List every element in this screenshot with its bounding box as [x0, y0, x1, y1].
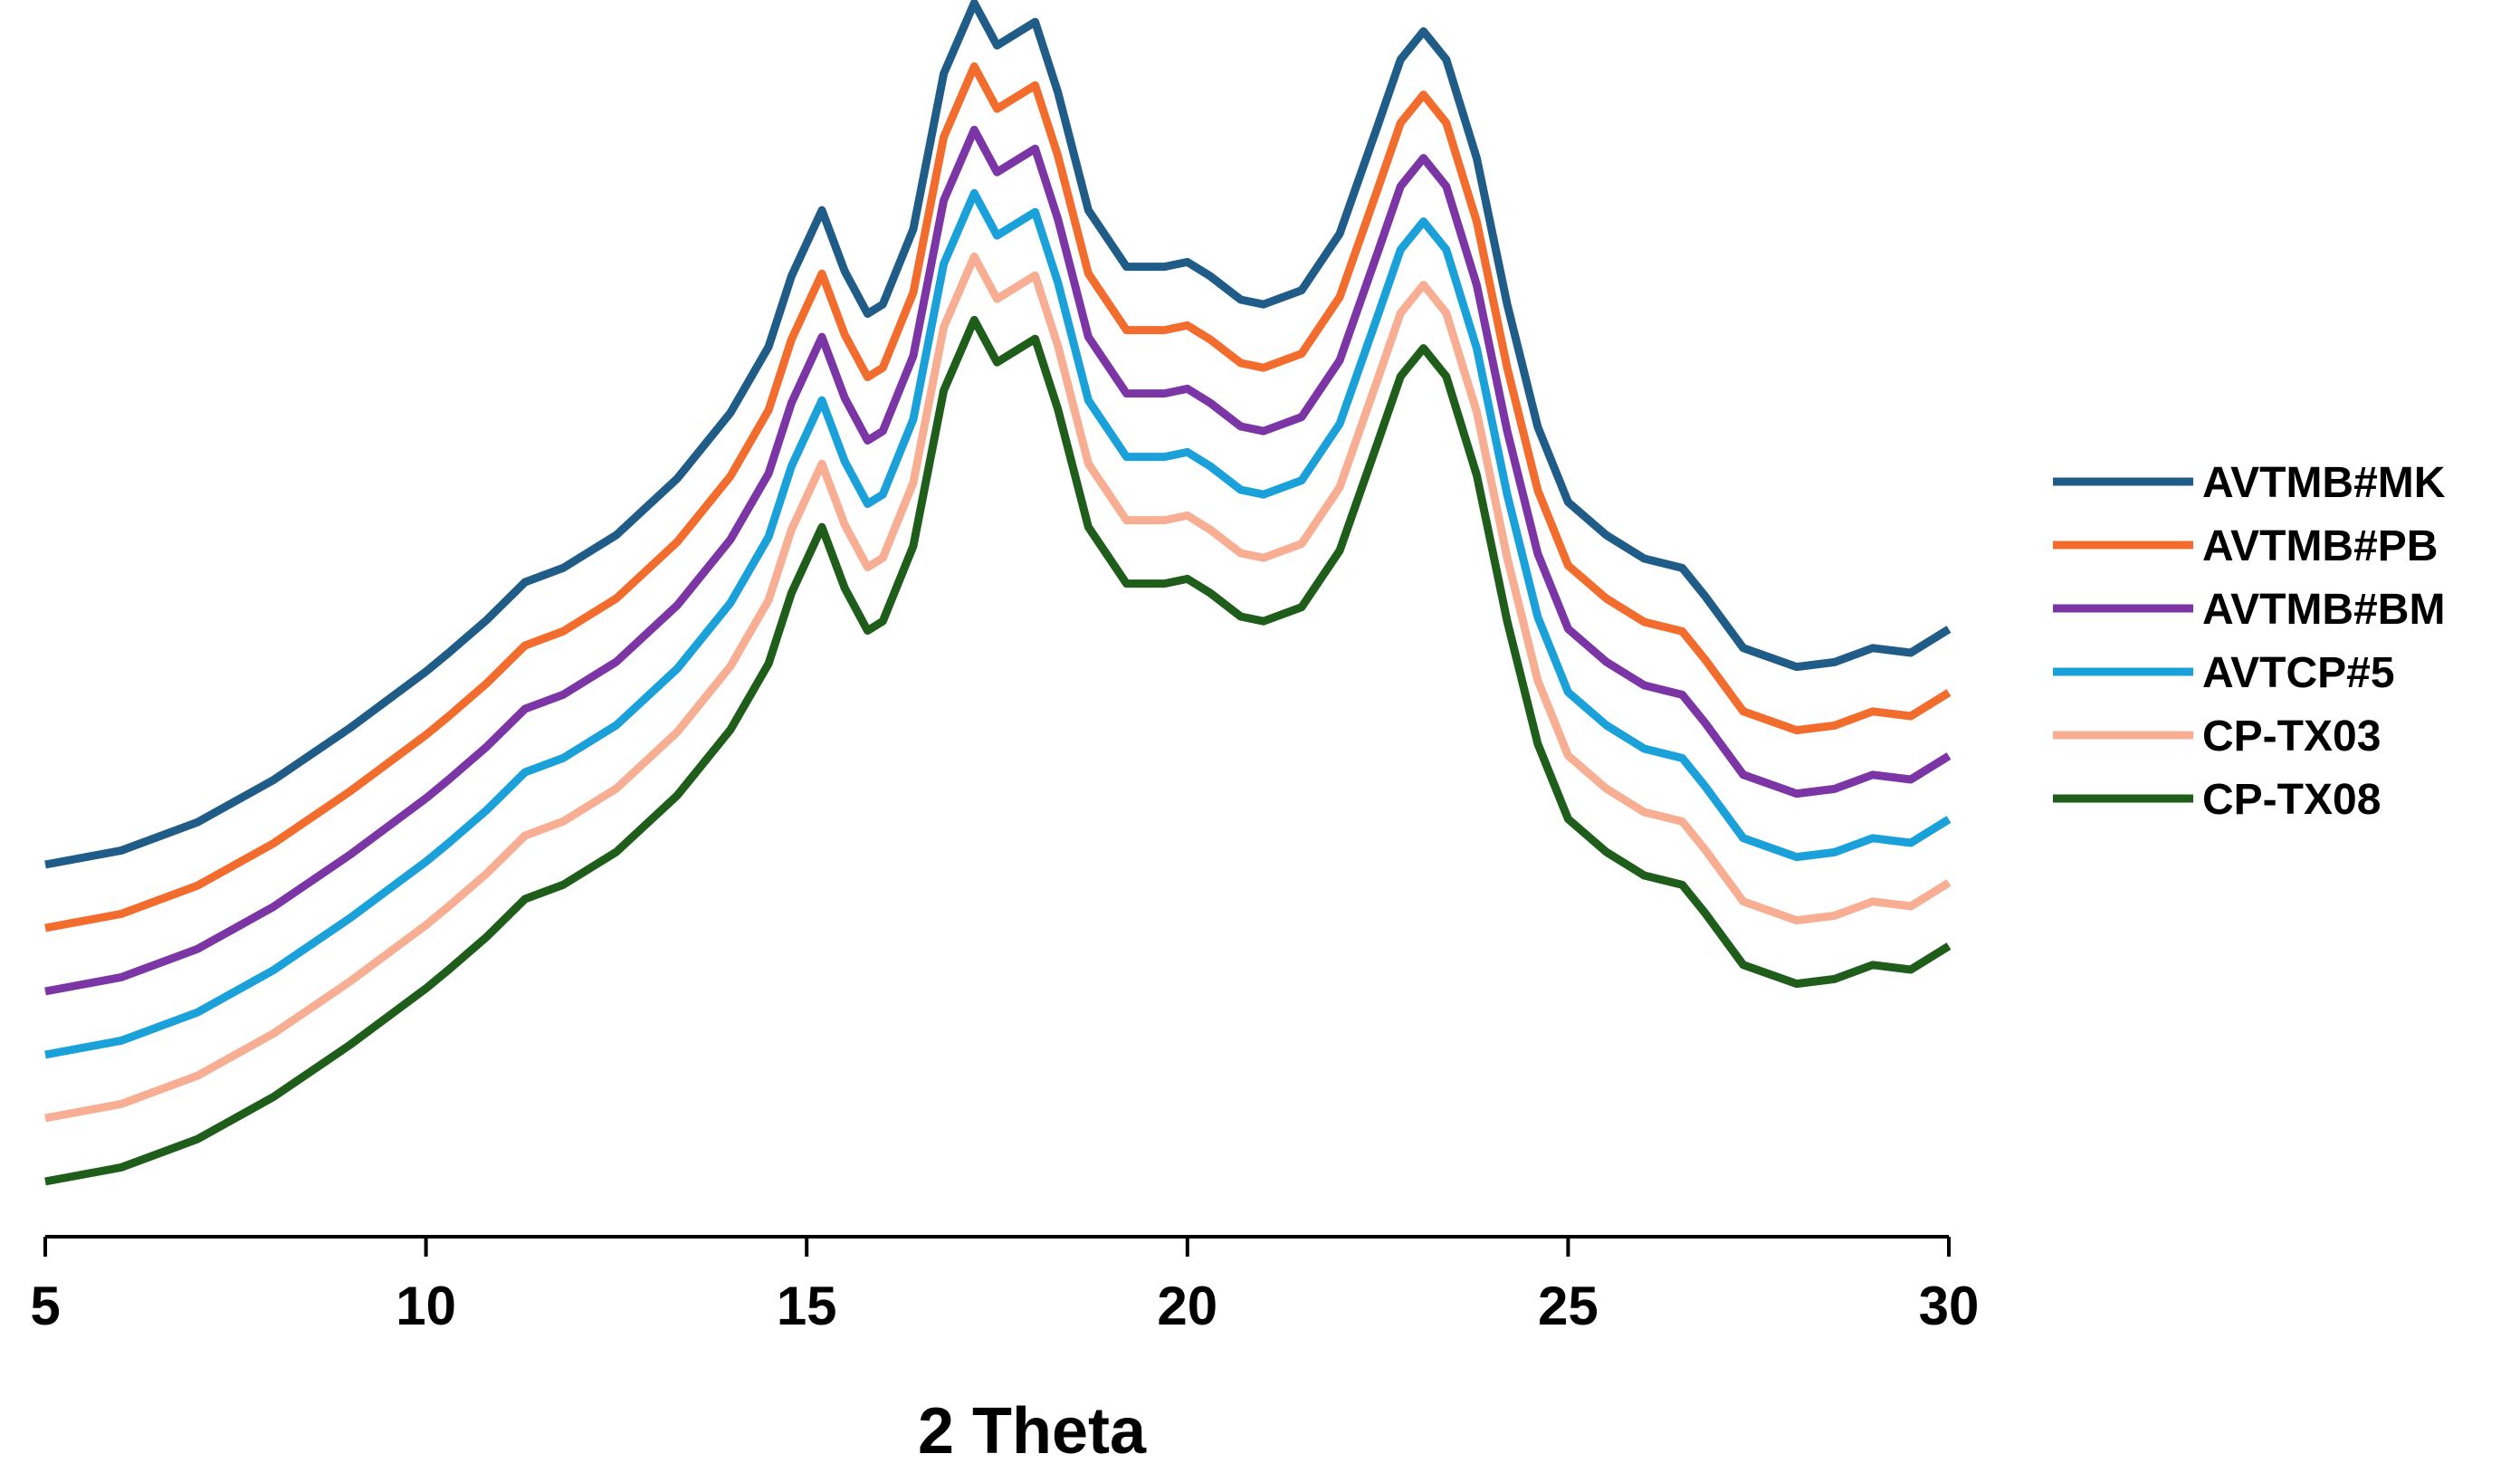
series-line-CP-TX08 [44, 315, 1952, 1186]
legend-label-CP-TX03: CP-TX03 [2202, 713, 2381, 760]
series-line-AVTCP#5 [44, 188, 1952, 1059]
legend-label-AVTCP#5: AVTCP#5 [2202, 649, 2395, 697]
legend-label-AVTMB#BM: AVTMB#BM [2202, 586, 2445, 634]
series-line-CP-TX03 [44, 252, 1952, 1123]
legend-label-CP-TX08: CP-TX08 [2202, 776, 2381, 824]
x-tick-label-20: 20 [1157, 1276, 1217, 1336]
series-layer [44, 0, 1952, 1186]
x-tick-label-10: 10 [396, 1276, 456, 1336]
x-axis-title: 2 Theta [918, 1395, 1147, 1468]
legend-label-AVTMB#PB: AVTMB#PB [2202, 522, 2438, 570]
series-line-AVTMB#BM [44, 125, 1952, 996]
x-tick-label-5: 5 [30, 1276, 60, 1336]
legend-label-AVTMB#MK: AVTMB#MK [2202, 459, 2446, 507]
x-axis: 5 10 15 20 25 30 [30, 1235, 1980, 1336]
series-line-AVTMB#PB [44, 62, 1952, 933]
x-tick-label-25: 25 [1538, 1276, 1599, 1336]
series-line-AVTMB#MK [44, 0, 1952, 869]
x-tick-label-15: 15 [777, 1276, 837, 1336]
x-tick-label-30: 30 [1919, 1276, 1980, 1336]
legend: AVTMB#MK AVTMB#PB AVTMB#BM AVTCP#5 CP-TX03 CP… [2053, 459, 2446, 824]
